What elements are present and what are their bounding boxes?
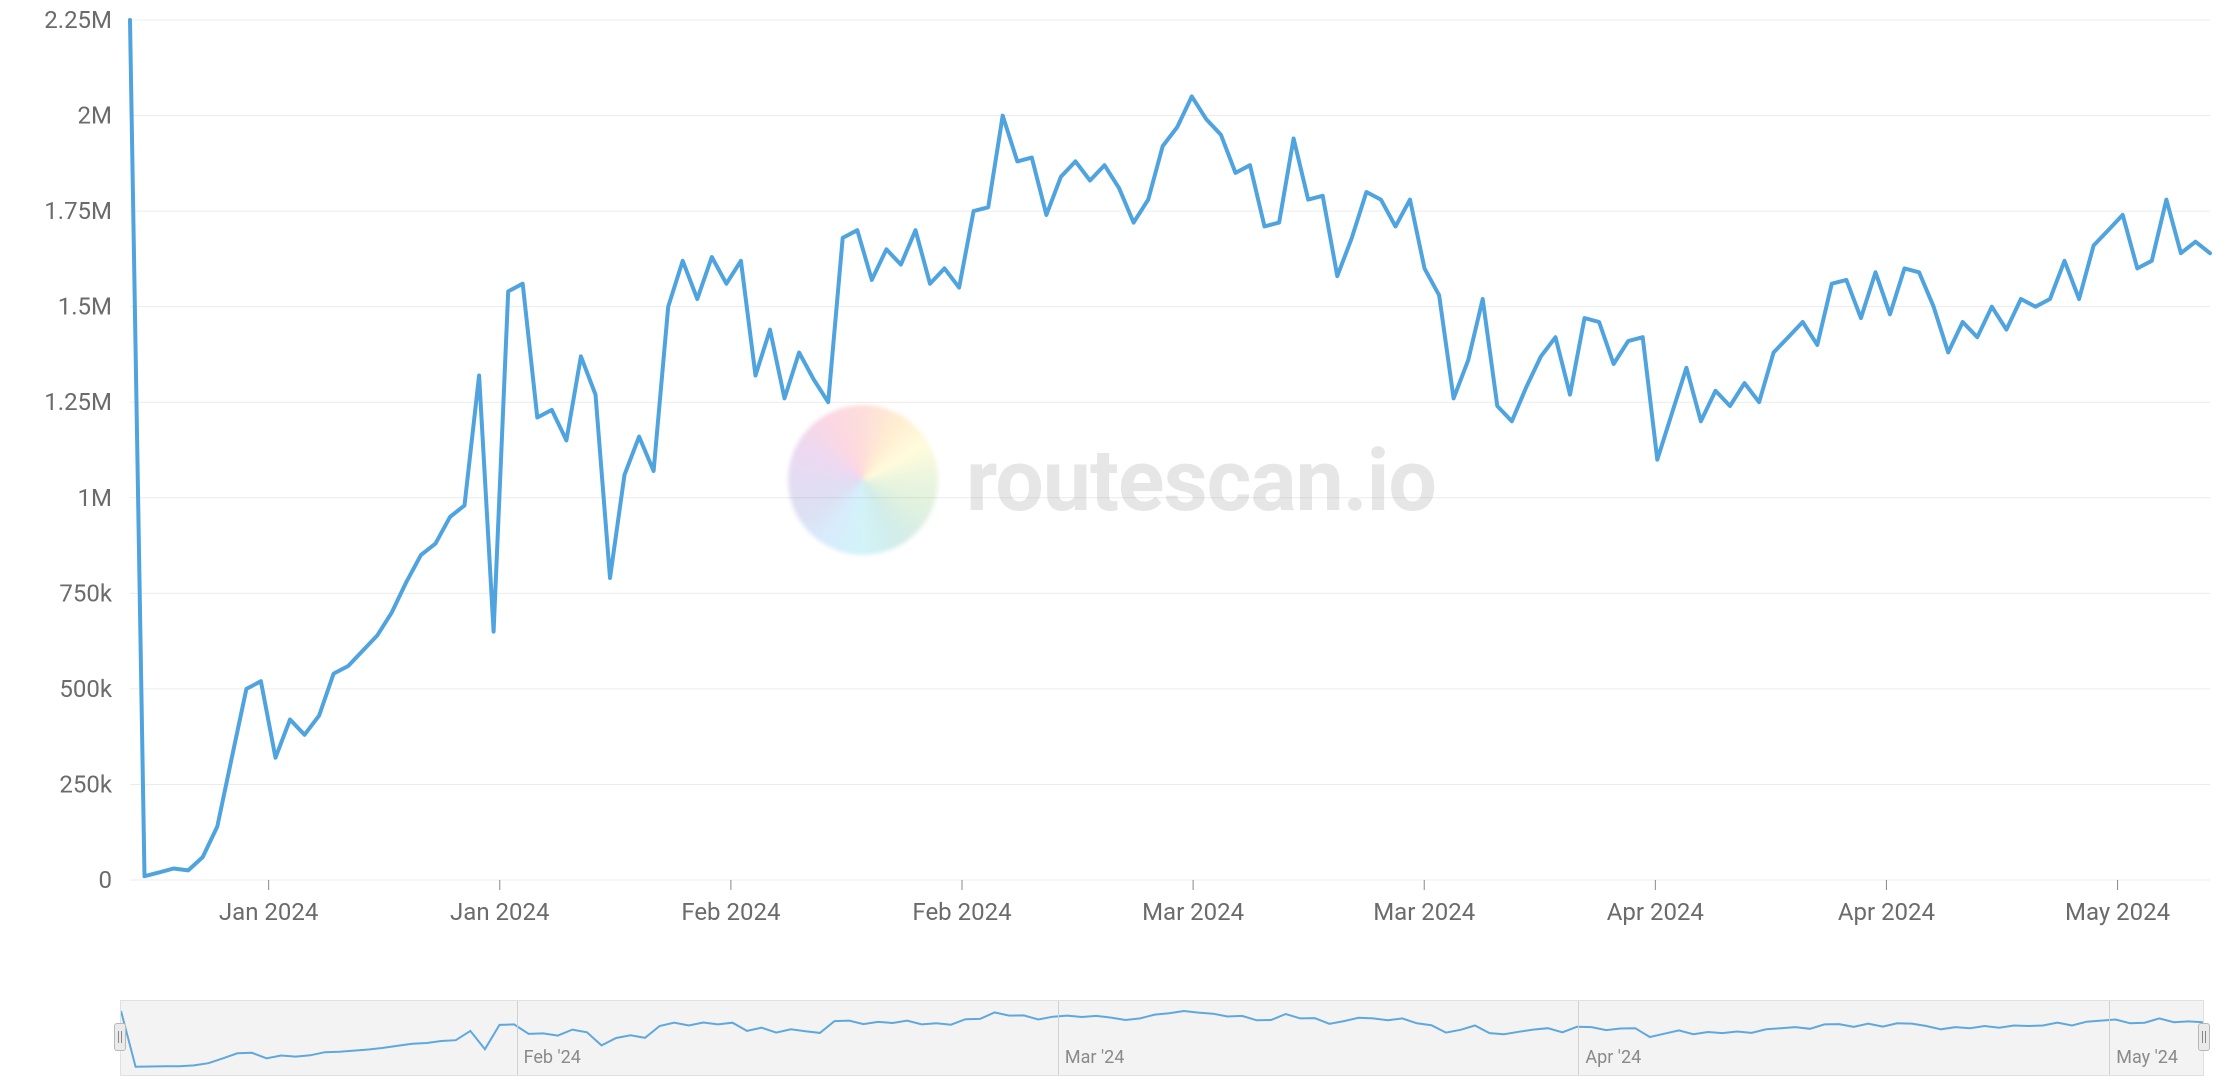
x-axis-label: Apr 2024 (1607, 898, 1704, 926)
range-navigator[interactable]: Feb '24 Mar '24 Apr '24 May '24 (120, 1000, 2204, 1076)
navigator-tick: May '24 (2109, 1001, 2178, 1075)
x-axis-label: Mar 2024 (1373, 898, 1475, 926)
x-axis-label: Jan 2024 (450, 898, 549, 926)
y-axis-label: 0 (99, 866, 113, 894)
y-axis-label: 1.25M (44, 388, 112, 416)
x-axis-label: Jan 2024 (219, 898, 318, 926)
x-axis-label: Apr 2024 (1838, 898, 1935, 926)
y-axis-label: 1.75M (44, 197, 112, 225)
chart-svg: 0 250k 500k 750k 1M 1.25M 1.5M 1.75M 2M 2.25M Jan … (0, 0, 2224, 960)
x-axis-label: Mar 2024 (1142, 898, 1244, 926)
x-axis-label: May 2024 (2065, 898, 2170, 926)
x-axis-label: Feb 2024 (681, 898, 780, 926)
y-axis-label: 1.5M (58, 293, 112, 321)
data-line (130, 20, 2210, 876)
navigator-tick: Feb '24 (517, 1001, 581, 1075)
chart-container: 0 250k 500k 750k 1M 1.25M 1.5M 1.75M 2M 2.25M Jan … (0, 0, 2224, 1086)
y-axis-label: 1M (78, 484, 112, 512)
nav-handle-right[interactable] (2198, 1023, 2210, 1051)
nav-handle-left[interactable] (114, 1023, 126, 1051)
main-chart[interactable]: 0 250k 500k 750k 1M 1.25M 1.5M 1.75M 2M 2.25M Jan … (0, 0, 2224, 960)
navigator-tick: Mar '24 (1058, 1001, 1124, 1075)
navigator-tick: Apr '24 (1578, 1001, 1641, 1075)
navigator-sparkline (121, 1001, 2203, 1075)
x-axis-label: Feb 2024 (912, 898, 1011, 926)
y-axis-label: 2M (78, 102, 112, 130)
y-axis-label: 500k (59, 675, 112, 703)
y-axis-label: 750k (59, 579, 112, 607)
y-axis-label: 250k (59, 770, 112, 798)
y-axis-label: 2.25M (44, 6, 112, 34)
